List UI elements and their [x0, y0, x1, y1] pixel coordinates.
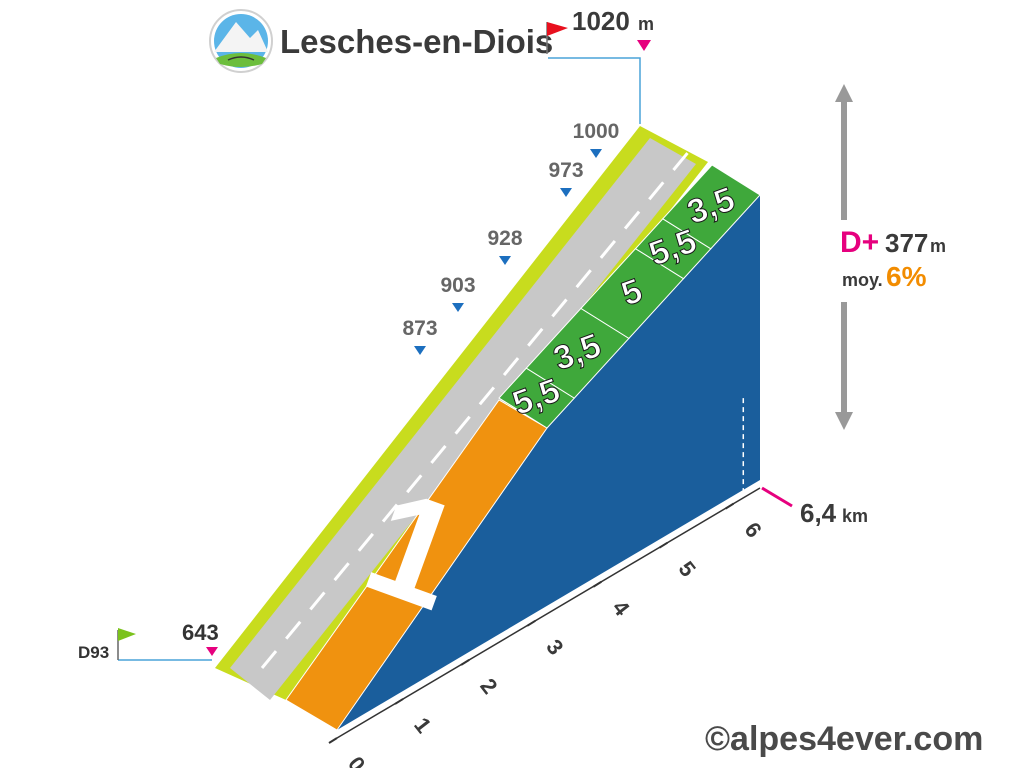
altitude-marker-928: 928	[487, 227, 522, 250]
km-tick-3	[526, 619, 536, 627]
distance-axis	[336, 487, 761, 739]
elevation-gain-label: D+	[840, 226, 879, 259]
altitude-marker-triangle-1000	[590, 149, 602, 158]
altitude-marker-triangle-903	[452, 303, 464, 312]
altitude-marker-873: 873	[402, 317, 437, 340]
km-tick-0	[328, 737, 338, 744]
altitude-marker-triangle-973	[560, 188, 572, 197]
altitude-marker-triangle-873	[414, 346, 426, 355]
summit-flag	[547, 22, 568, 36]
credit-text: ©alpes4ever.com	[705, 720, 983, 758]
start-altitude-triangle	[206, 647, 218, 656]
summit-altitude-triangle	[637, 40, 651, 51]
mountain-logo-icon	[209, 9, 273, 73]
start-flag	[118, 628, 136, 641]
altitude-marker-triangle-928	[499, 256, 511, 265]
km-label-1: 1	[409, 713, 436, 738]
elevation-gain-unit: m	[930, 236, 946, 256]
km-label-2: 2	[475, 674, 502, 699]
elevation-gain-value: 377	[885, 228, 928, 258]
page-title: Lesches-en-Diois	[280, 23, 553, 60]
altitude-marker-1000: 1000	[573, 120, 620, 143]
km-tick-5	[658, 541, 668, 549]
gradient-segment-0	[285, 399, 548, 731]
average-gradient-value: 6%	[886, 261, 927, 292]
altitude-marker-973: 973	[548, 159, 583, 182]
km-tick-4	[592, 580, 602, 588]
km-label-6: 6	[740, 517, 767, 542]
start-altitude: 643	[182, 620, 219, 645]
road-surface	[230, 138, 696, 700]
km-tick-6	[725, 502, 735, 510]
altitude-marker-903: 903	[440, 274, 475, 297]
distance-unit: km	[842, 506, 868, 526]
stats-block: D+ 377 m moy. 6%	[835, 84, 946, 430]
gradient-segment-5	[662, 164, 761, 250]
average-gradient-label: moy.	[842, 270, 883, 290]
start-road-label: D93	[78, 643, 109, 662]
title-block: Lesches-en-Diois 1020 m	[209, 6, 654, 124]
profile-side	[337, 195, 760, 730]
distance-value: 6,4	[800, 498, 837, 528]
km-label-4: 4	[607, 595, 635, 621]
start-marker: D93 643	[78, 620, 219, 662]
km-tick-1	[394, 698, 404, 705]
summit-unit: m	[638, 14, 654, 34]
km-label-5: 5	[674, 556, 701, 581]
km-tick-2	[460, 659, 470, 666]
distance-block: 6,4 km	[761, 486, 868, 528]
km-label-3: 3	[541, 634, 568, 659]
summit-altitude: 1020	[572, 6, 630, 36]
km-label-0: 0	[343, 752, 370, 768]
